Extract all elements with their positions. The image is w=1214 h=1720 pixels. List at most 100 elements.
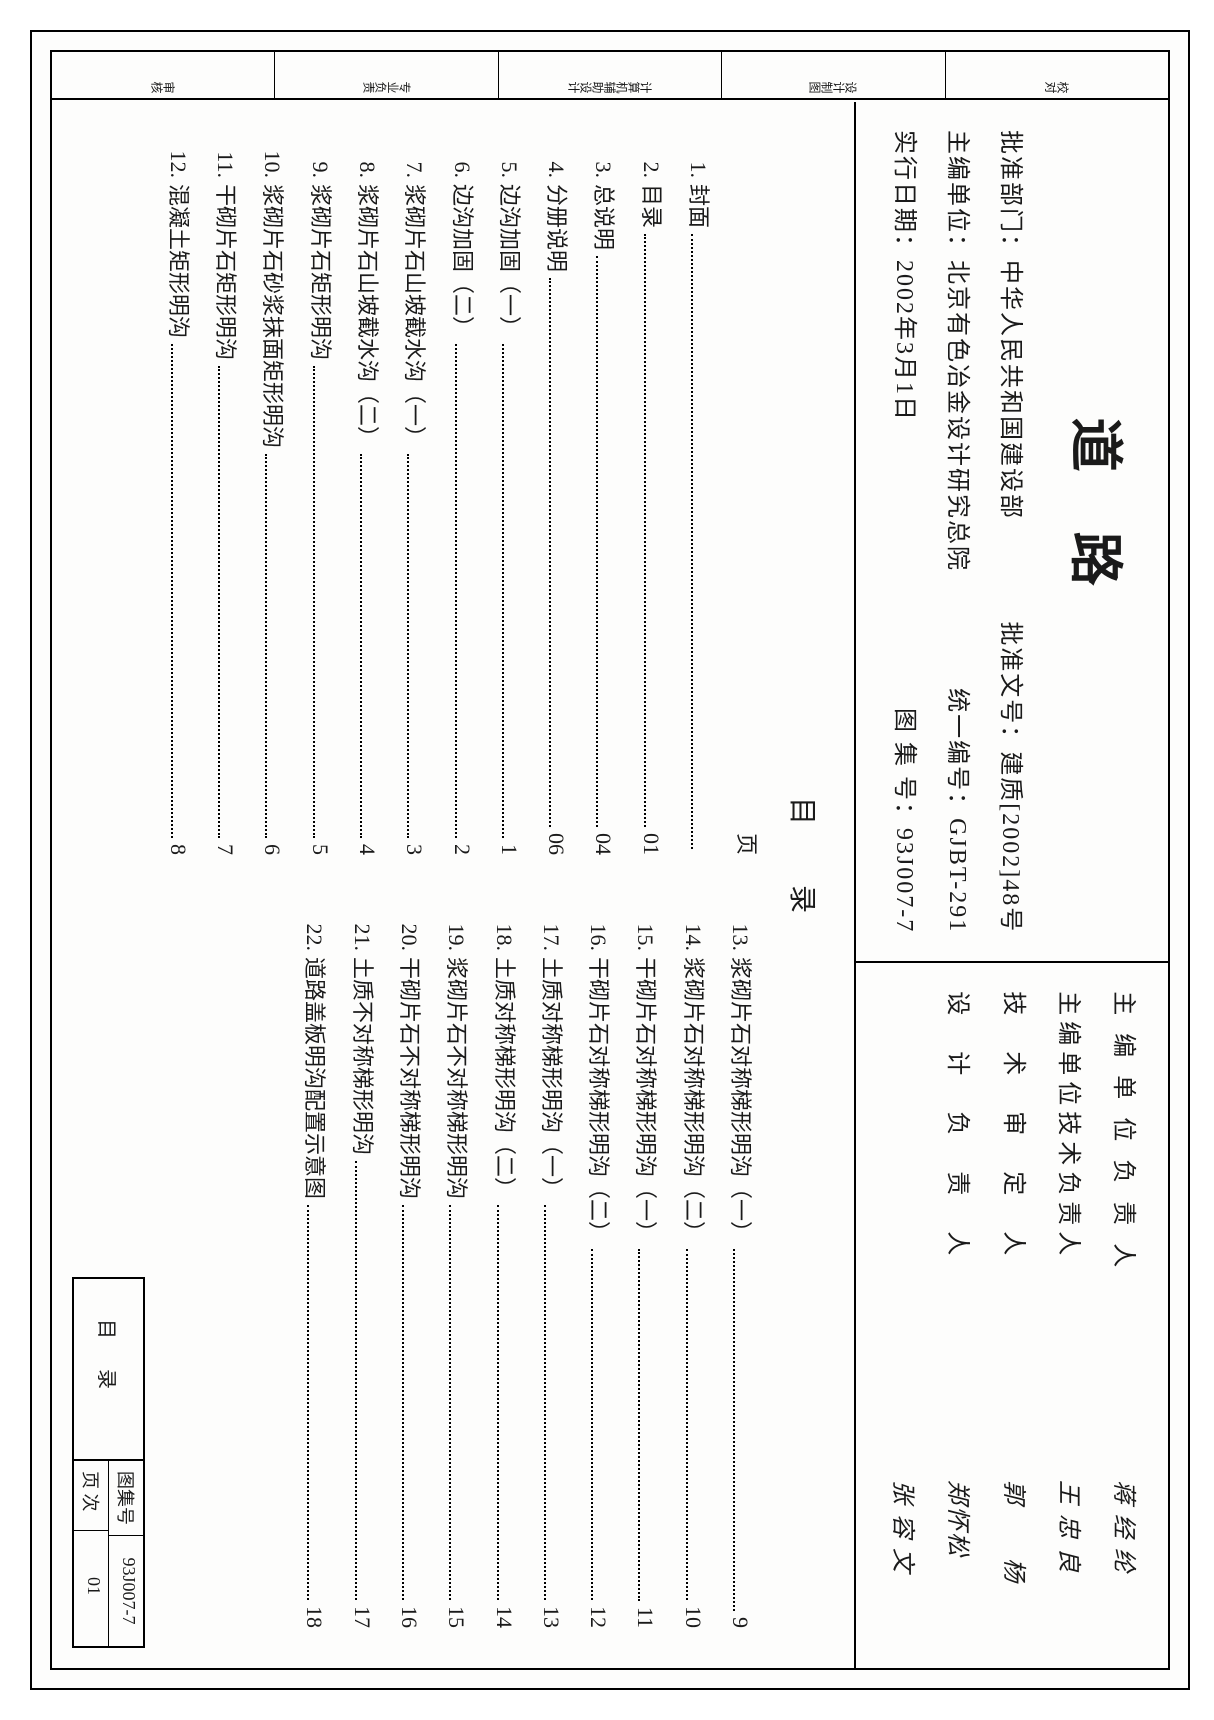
toc-row: 19.浆砌片石不对称梯形明沟15 (433, 915, 480, 1628)
toc-leader-dots (313, 366, 315, 838)
toc-page-number: 12 (575, 1606, 622, 1628)
design-lead-name-2: 张 容 文 (874, 1480, 929, 1640)
toc-leader-dots (591, 1249, 593, 1600)
toc-number: 17. (528, 915, 575, 957)
toc-leader-dots (691, 234, 693, 849)
unified-code-label: 统一编号： (930, 688, 983, 818)
header: 道路 批准部门： 中华人民共和国建设部 批准文号： 建质[2002]48号 主编… (854, 102, 1168, 1668)
toc-page-number: 1 (486, 844, 533, 855)
toc-page-number: 04 (580, 833, 627, 855)
title-block-title: 目录 (74, 1279, 143, 1461)
toc-item-name: 分册说明 (533, 184, 580, 272)
toc-item-name: 边沟加固（一） (486, 184, 533, 338)
toc-item-name: 土质对称梯形明沟（二） (480, 957, 527, 1199)
tech-chief-name: 王 忠 良 (1040, 1480, 1095, 1640)
toc-number: 2. (627, 142, 674, 184)
toc-item-name: 目录 (627, 184, 674, 228)
toc-item-name: 混凝土矩形明沟 (155, 184, 202, 338)
toc-number: 10. (249, 142, 296, 184)
toc-item-name: 浆砌片石矩形明沟 (296, 184, 343, 360)
toc-row: 11.干砌片石矩形明沟7 (202, 142, 249, 855)
rotated-content: 校对 设计制图 计算机辅助设计 专业负责 审核 道路 批准部门： 中华人民共和国… (30, 30, 1190, 1690)
atlas-code-label: 图 集 号： (878, 708, 931, 828)
toc-item-name: 浆砌片石对称梯形明沟（一） (717, 957, 764, 1243)
toc-header: 页 (732, 142, 764, 855)
toc-number: 5. (486, 142, 533, 184)
toc-page-number: 7 (202, 844, 249, 855)
page-no-label: 页 次 (74, 1461, 108, 1531)
toc-item-name: 土质对称梯形明沟（一） (528, 957, 575, 1199)
toc-page-number: 17 (338, 1606, 385, 1628)
toc-item-name: 封面 (675, 184, 722, 228)
sign-row: 设 计 负 责 人 郑怀松 (929, 991, 984, 1640)
editor-unit-value: 北京有色冶金设计研究总院 (930, 260, 983, 658)
toc-row: 6.边沟加固（二） 2 (438, 142, 485, 855)
toc-item-name: 浆砌片石不对称梯形明沟 (433, 957, 480, 1199)
toc-number: 6. (438, 142, 485, 184)
approval-doc-label: 批准文号： (983, 621, 1036, 751)
toc-leader-dots (544, 1205, 546, 1600)
toc-column-left: 页 1.封面2.目录013.总说明044.分册说明065.边沟加固（一）16.边… (62, 142, 764, 855)
toc-leader-dots (638, 1249, 640, 1601)
toc-page-number: 06 (533, 833, 580, 855)
toc-item-name: 边沟加固（二） (438, 184, 485, 338)
toc-page-number: 13 (528, 1606, 575, 1628)
atlas-no-value: 93J007-7 (109, 1536, 143, 1646)
toc-column-right: 13.浆砌片石对称梯形明沟（一）914.浆砌片石对称梯形明沟（二）1015.干砌… (62, 915, 764, 1628)
toc-leader-dots (455, 344, 457, 838)
toc-row: 12.混凝土矩形明沟 8 (155, 142, 202, 855)
toc-number: 7. (391, 142, 438, 184)
approval-dept-value: 中华人民共和国建设部 (983, 260, 1036, 591)
toc-row: 22.道路盖板明沟配置示意图18 (291, 915, 338, 1628)
design-lead-label: 设 计 负 责 人 (929, 991, 984, 1480)
approval-doc-value: 建质[2002]48号 (983, 751, 1036, 933)
toc-leader-dots (502, 344, 504, 838)
toc-title: 目录 (764, 142, 834, 1628)
toc-leader-dots (497, 1205, 499, 1600)
toc-row: 1.封面 (675, 142, 722, 855)
toc-header-page: 页 (732, 833, 764, 855)
toc-row: 13.浆砌片石对称梯形明沟（一）9 (717, 915, 764, 1628)
header-right: 主 编 单 位 负 责 人 蒋 经 纶 主编单位技术负责人 王 忠 良 技 术 … (856, 963, 1168, 1668)
toc-row: 16.干砌片石对称梯形明沟（二）12 (575, 915, 622, 1628)
toc-item-name: 干砌片石对称梯形明沟（二） (575, 957, 622, 1243)
side-stub: 校对 设计制图 计算机辅助设计 专业负责 审核 (50, 50, 1170, 100)
stub-cell: 专业负责 (274, 52, 497, 98)
toc-leader-dots (686, 1249, 688, 1600)
toc-number: 22. (291, 915, 338, 957)
title-block-row: 图集号 93J007-7 (108, 1461, 143, 1646)
tech-review-name: 郭 杨 (984, 1480, 1039, 1640)
atlas-code-value: 93J007-7 (878, 828, 931, 933)
toc-page-number: 2 (438, 844, 485, 855)
chief-editor-label: 主 编 单 位 负 责 人 (1095, 991, 1150, 1480)
stub-cell: 设计制图 (721, 52, 944, 98)
toc-row: 20.干砌片石不对称梯形明沟16 (386, 915, 433, 1628)
info-row: 实行日期： 2002年3月1日 图 集 号： 93J007-7 (878, 130, 931, 933)
chief-editor-name: 蒋 经 纶 (1095, 1480, 1150, 1640)
stub-cell: 计算机辅助设计 (498, 52, 721, 98)
info-row: 批准部门： 中华人民共和国建设部 批准文号： 建质[2002]48号 (983, 130, 1036, 933)
toc-row: 8.浆砌片石山坡截水沟（二）4 (344, 142, 391, 855)
toc-number: 11. (202, 142, 249, 184)
toc-page-number: 6 (249, 844, 296, 855)
effective-date-label: 实行日期： (878, 130, 931, 260)
title-block: 目录 图集号 93J007-7 页 次 01 (72, 1277, 145, 1648)
toc-columns: 页 1.封面2.目录013.总说明044.分册说明065.边沟加固（一）16.边… (62, 142, 764, 1628)
toc-leader-dots (449, 1205, 451, 1600)
toc-page-number: 4 (344, 844, 391, 855)
toc-item-name: 浆砌片石砂浆抹面矩形明沟 (249, 184, 296, 448)
toc-leader-dots (644, 234, 646, 827)
toc-row: 2.目录01 (627, 142, 674, 855)
toc-leader-dots (402, 1205, 404, 1600)
toc-row: 14.浆砌片石对称梯形明沟（二）10 (669, 915, 716, 1628)
toc-number: 3. (580, 142, 627, 184)
toc-page-number: 3 (391, 844, 438, 855)
editor-unit-label: 主编单位： (930, 130, 983, 260)
toc-row: 9.浆砌片石矩形明沟5 (296, 142, 343, 855)
toc-page-number: 8 (155, 844, 202, 855)
page-no-value: 01 (74, 1531, 108, 1641)
toc-row: 3.总说明04 (580, 142, 627, 855)
toc-number: 12. (155, 142, 202, 184)
sign-row: 技 术 审 定 人 郭 杨 (984, 991, 1039, 1640)
toc-row: 7.浆砌片石山坡截水沟（一）3 (391, 142, 438, 855)
